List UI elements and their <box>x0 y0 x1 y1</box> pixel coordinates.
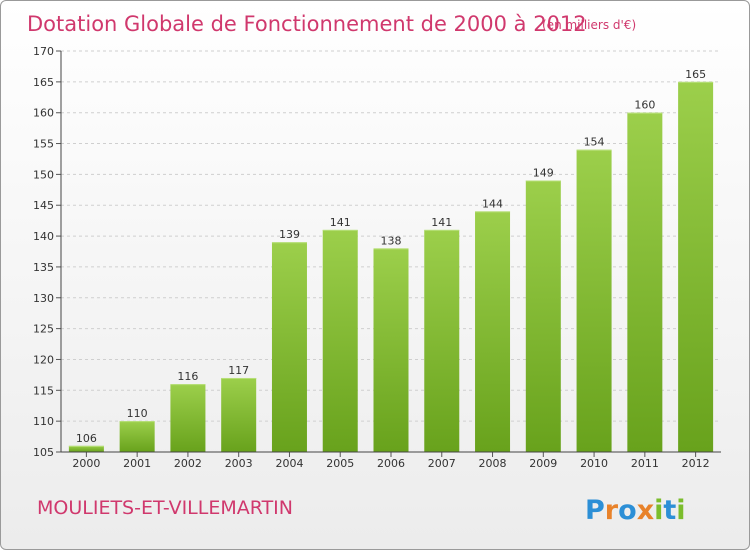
value-label-2011: 160 <box>634 99 655 112</box>
value-label-2003: 117 <box>228 364 249 377</box>
proxiti-logo: Proxiti <box>585 495 686 526</box>
chart-subtitle: (en milliers d'€) <box>542 18 636 32</box>
logo-letter: o <box>618 495 637 526</box>
x-tick-label-2007: 2007 <box>428 457 456 470</box>
x-tick-label-2011: 2011 <box>631 457 659 470</box>
value-label-2008: 144 <box>482 197 503 210</box>
bars <box>68 81 714 453</box>
y-tick-label: 105 <box>33 446 54 459</box>
y-tick-label: 170 <box>33 45 54 58</box>
x-tick-label-2010: 2010 <box>580 457 608 470</box>
x-tick-label-2004: 2004 <box>275 457 303 470</box>
y-tick-label: 130 <box>33 292 54 305</box>
value-label-2001: 110 <box>127 407 148 420</box>
y-tick-label: 125 <box>33 323 54 336</box>
bar-2002 <box>170 384 206 452</box>
chart-title: Dotation Globale de Fonctionnement de 20… <box>27 12 587 36</box>
value-label-2005: 141 <box>330 216 351 229</box>
x-tick-label-2006: 2006 <box>377 457 405 470</box>
value-label-2004: 139 <box>279 228 300 241</box>
x-tick-label-2009: 2009 <box>529 457 557 470</box>
axes <box>60 51 721 453</box>
value-label-2009: 149 <box>533 167 554 180</box>
y-tick-label: 160 <box>33 107 54 120</box>
x-axis-ticks: 2000 2001 2002 2003 2004 2005 2006 2007 2008 2009… <box>72 452 710 470</box>
value-label-2000: 106 <box>76 432 97 445</box>
y-tick-label: 115 <box>33 384 54 397</box>
bar-2000 <box>68 445 104 452</box>
bar-2006 <box>373 248 409 452</box>
bar-2001 <box>119 421 155 452</box>
y-tick-label: 135 <box>33 261 54 274</box>
y-tick-label: 165 <box>33 76 54 89</box>
logo-letter: i <box>676 495 685 526</box>
logo-letter: i <box>654 495 663 526</box>
y-tick-label: 145 <box>33 199 54 212</box>
bar-2012 <box>678 81 714 452</box>
value-label-2012: 165 <box>685 68 706 81</box>
y-tick-label: 150 <box>33 168 54 181</box>
value-labels: 106 110 116 117 139 141 138 141 144 149 154 160 165 <box>76 68 706 445</box>
x-tick-label-2005: 2005 <box>326 457 354 470</box>
bar-2007 <box>424 229 460 452</box>
commune-name: MOULIETS-ET-VILLEMARTIN <box>37 497 293 519</box>
bar-2004 <box>271 242 307 452</box>
x-tick-label-2012: 2012 <box>682 457 710 470</box>
x-tick-label-2003: 2003 <box>225 457 253 470</box>
x-tick-label-2002: 2002 <box>174 457 202 470</box>
value-label-2002: 116 <box>177 370 198 383</box>
value-label-2006: 138 <box>381 234 402 247</box>
x-tick-label-2001: 2001 <box>123 457 151 470</box>
bar-2005 <box>322 229 358 452</box>
bar-2010 <box>576 149 612 452</box>
logo-letter: x <box>637 495 654 526</box>
logo-letter: P <box>585 495 605 526</box>
logo-letter: r <box>605 495 619 526</box>
value-label-2007: 141 <box>431 216 452 229</box>
bar-2009 <box>525 180 561 453</box>
y-tick-label: 155 <box>33 138 54 151</box>
y-tick-label: 140 <box>33 230 54 243</box>
y-tick-label: 120 <box>33 353 54 366</box>
bar-2003 <box>221 377 257 452</box>
bar-2011 <box>627 112 663 452</box>
x-tick-label-2000: 2000 <box>72 457 100 470</box>
y-axis-ticks: 105 110 115 120 125 130 135 140 145 150 155 160 165 1… <box>33 45 61 459</box>
logo-letter: t <box>663 495 676 526</box>
x-tick-label-2008: 2008 <box>479 457 507 470</box>
bar-2008 <box>475 211 511 452</box>
value-label-2010: 154 <box>584 136 605 149</box>
y-tick-label: 110 <box>33 415 54 428</box>
